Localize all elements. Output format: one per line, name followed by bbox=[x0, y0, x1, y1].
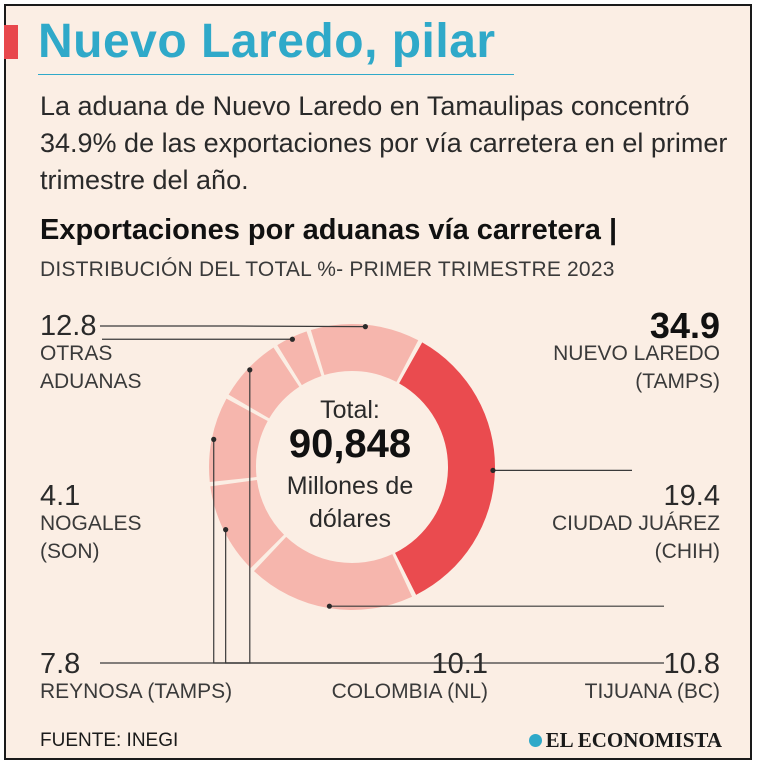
value-label-tijuana: 10.8 bbox=[663, 648, 720, 680]
leader-dot-nogales-son bbox=[289, 336, 295, 342]
category-label-nuevo-laredo-2: (TAMPS) bbox=[635, 370, 720, 393]
label-nogales: 4.1 NOGALES (SON) bbox=[40, 482, 142, 566]
slice-tijuana-bc bbox=[210, 480, 285, 568]
title-underline bbox=[38, 74, 514, 75]
leader-dot-nuevo-laredo-tamps bbox=[490, 467, 496, 474]
leader-dot-colombia-nl bbox=[211, 436, 217, 442]
label-nuevo-laredo: 34.9 NUEVO LAREDO (TAMPS) bbox=[553, 305, 720, 396]
category-label-otras-aduanas-1: OTRAS bbox=[40, 342, 113, 365]
infographic-card bbox=[4, 4, 752, 760]
category-label-nogales-2: (SON) bbox=[40, 540, 100, 563]
label-otras-aduanas: 12.8 OTRAS ADUANAS bbox=[40, 312, 142, 396]
category-label-reynosa: REYNOSA (TAMPS) bbox=[40, 680, 233, 703]
slice-reynosa-tamps bbox=[228, 347, 300, 419]
value-label-nogales: 4.1 bbox=[40, 480, 81, 512]
label-ciudad-juarez: 19.4 CIUDAD JUÁREZ (CHIH) bbox=[552, 482, 720, 566]
chart-subtitle: DISTRIBUCIÓN DEL TOTAL %- PRIMER TRIMEST… bbox=[40, 258, 615, 281]
brand-globe-icon bbox=[528, 734, 542, 747]
category-label-ciudad-juarez-1: CIUDAD JUÁREZ bbox=[551, 512, 720, 535]
center-total-unit: Millones de dólares bbox=[286, 472, 414, 533]
slice-otras-aduanas bbox=[310, 324, 419, 382]
page-title: Nuevo Laredo, pilar bbox=[38, 15, 496, 68]
slice-ciudad-juarez-chih bbox=[253, 536, 413, 611]
value-label-reynosa: 7.8 bbox=[40, 648, 81, 680]
value-label-colombia: 10.1 bbox=[431, 648, 488, 680]
leader-dot-ciudad-juarez-chih bbox=[326, 603, 333, 609]
label-reynosa: 7.8 REYNOSA (TAMPS) bbox=[40, 650, 232, 706]
center-total-value: 90,848 bbox=[288, 422, 412, 466]
center-total-label: Total: bbox=[320, 396, 380, 424]
label-tijuana: 10.8 TIJUANA (BC) bbox=[585, 650, 720, 706]
category-label-nuevo-laredo-1: NUEVO LAREDO bbox=[553, 342, 720, 365]
page-subtitle: La aduana de Nuevo Laredo en Tamaulipas … bbox=[40, 91, 728, 195]
label-colombia: 10.1 COLOMBIA (NL) bbox=[332, 650, 488, 706]
leader-dot-tijuana-bc bbox=[223, 527, 229, 533]
leader-dot-otras-aduanas bbox=[362, 324, 368, 330]
brand-logo: EL ECONOMISTA bbox=[528, 728, 722, 753]
category-label-tijuana: TIJUANA (BC) bbox=[584, 680, 720, 703]
category-label-otras-aduanas-2: ADUANAS bbox=[40, 370, 142, 393]
leader-line-otras-aduanas bbox=[100, 325, 366, 328]
slice-colombia-nl bbox=[208, 398, 268, 482]
value-label-nuevo-laredo: 34.9 bbox=[649, 305, 720, 346]
category-label-nogales-1: NOGALES bbox=[40, 512, 142, 535]
slice-nuevo-laredo-tamps bbox=[395, 342, 495, 595]
title-accent-bar bbox=[4, 25, 18, 59]
leader-dot-reynosa-tamps bbox=[247, 367, 253, 373]
slice-nogales-son bbox=[277, 331, 322, 386]
category-label-ciudad-juarez-2: (CHIH) bbox=[654, 540, 720, 563]
source-note: FUENTE: INEGI bbox=[40, 730, 179, 751]
chart-title: Exportaciones por aduanas vía carretera … bbox=[40, 214, 618, 246]
brand-name: EL ECONOMISTA bbox=[545, 728, 722, 752]
category-label-colombia: COLOMBIA (NL) bbox=[331, 680, 488, 703]
value-label-ciudad-juarez: 19.4 bbox=[663, 480, 720, 512]
leader-line-reynosa-tamps bbox=[100, 369, 251, 664]
value-label-otras-aduanas: 12.8 bbox=[40, 310, 97, 342]
